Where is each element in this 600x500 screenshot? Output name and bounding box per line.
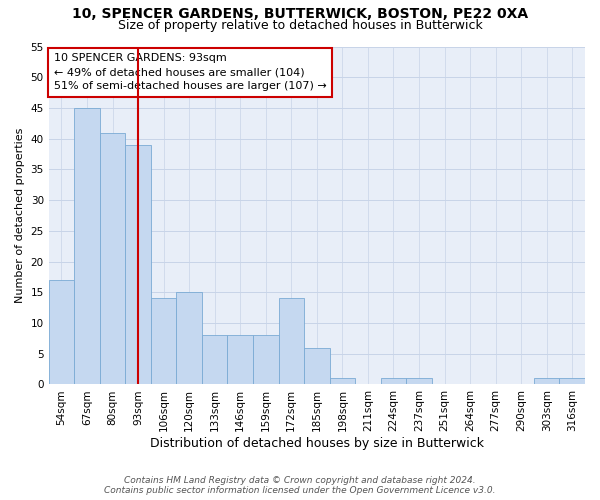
Bar bbox=[100, 132, 125, 384]
Bar bbox=[329, 378, 355, 384]
Bar bbox=[227, 336, 253, 384]
Bar bbox=[151, 298, 176, 384]
Text: 10, SPENCER GARDENS, BUTTERWICK, BOSTON, PE22 0XA: 10, SPENCER GARDENS, BUTTERWICK, BOSTON,… bbox=[72, 8, 528, 22]
Bar bbox=[406, 378, 432, 384]
Bar bbox=[125, 145, 151, 384]
Bar bbox=[304, 348, 329, 385]
Bar bbox=[534, 378, 559, 384]
Y-axis label: Number of detached properties: Number of detached properties bbox=[15, 128, 25, 303]
Bar bbox=[559, 378, 585, 384]
Bar bbox=[380, 378, 406, 384]
Bar bbox=[278, 298, 304, 384]
Text: Size of property relative to detached houses in Butterwick: Size of property relative to detached ho… bbox=[118, 18, 482, 32]
X-axis label: Distribution of detached houses by size in Butterwick: Distribution of detached houses by size … bbox=[150, 437, 484, 450]
Bar bbox=[253, 336, 278, 384]
Text: 10 SPENCER GARDENS: 93sqm
← 49% of detached houses are smaller (104)
51% of semi: 10 SPENCER GARDENS: 93sqm ← 49% of detac… bbox=[54, 54, 327, 92]
Text: Contains HM Land Registry data © Crown copyright and database right 2024.
Contai: Contains HM Land Registry data © Crown c… bbox=[104, 476, 496, 495]
Bar bbox=[202, 336, 227, 384]
Bar bbox=[49, 280, 74, 384]
Bar bbox=[176, 292, 202, 384]
Bar bbox=[74, 108, 100, 384]
